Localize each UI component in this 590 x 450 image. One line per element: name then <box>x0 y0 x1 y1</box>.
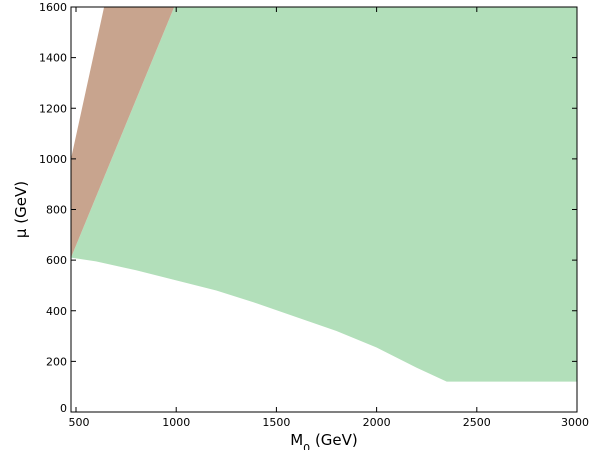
x-tick-label-2500: 2500 <box>463 416 491 429</box>
y-tick-label-1600: 1600 <box>39 1 67 14</box>
regions-layer <box>71 7 577 382</box>
y-tick-label-800: 800 <box>46 204 67 217</box>
y-tick-label-400: 400 <box>46 305 67 318</box>
y-tick-label-600: 600 <box>46 254 67 267</box>
y-axis-label: μ (GeV) <box>12 181 30 238</box>
ticks-layer: 500 1000 1500 2000 2500 3000 0 200 400 600 800 1000… <box>39 1 589 429</box>
x-axis-label: M0 (GeV) <box>290 431 358 450</box>
x-tick-label-500: 500 <box>69 416 90 429</box>
y-tick-label-0: 0 <box>60 402 67 415</box>
x-tick-label-3000: 3000 <box>561 416 589 429</box>
x-axis-label-main: M <box>290 431 303 449</box>
green-region <box>71 7 577 382</box>
y-tick-label-1000: 1000 <box>39 153 67 166</box>
x-axis-label-unit: (GeV) <box>310 431 358 449</box>
y-tick-label-200: 200 <box>46 355 67 368</box>
x-axis-label-subscript: 0 <box>303 442 310 450</box>
y-tick-label-1400: 1400 <box>39 52 67 65</box>
x-tick-label-1500: 1500 <box>262 416 290 429</box>
brown-region <box>71 7 175 258</box>
y-tick-label-1200: 1200 <box>39 102 67 115</box>
x-tick-label-1000: 1000 <box>162 416 190 429</box>
x-tick-label-2000: 2000 <box>363 416 391 429</box>
